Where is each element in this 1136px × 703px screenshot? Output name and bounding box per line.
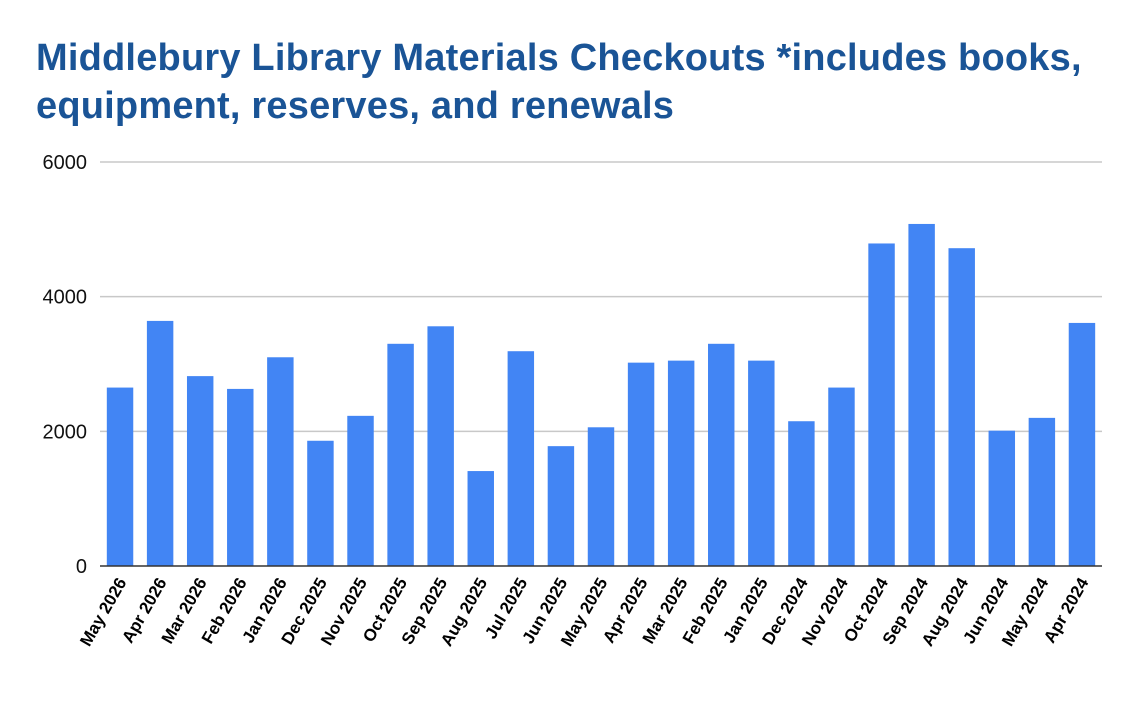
bar <box>1028 417 1056 566</box>
bar <box>507 351 535 566</box>
bar <box>627 362 655 566</box>
bar <box>988 430 1016 566</box>
bar <box>347 415 374 566</box>
chart-title: Middlebury Library Materials Checkouts *… <box>36 37 1082 127</box>
bar <box>186 376 214 566</box>
bar <box>146 320 174 566</box>
bar <box>1068 322 1096 566</box>
bar <box>587 427 615 566</box>
bar <box>708 343 735 566</box>
bar <box>106 387 134 566</box>
bar <box>467 471 494 566</box>
y-tick-label: 4000 <box>43 287 88 309</box>
bar <box>788 421 815 566</box>
bar <box>307 440 334 566</box>
bars <box>106 223 1096 566</box>
bar <box>948 248 975 566</box>
bar <box>868 243 895 566</box>
bar <box>828 387 855 566</box>
y-tick-label: 6000 <box>43 152 88 174</box>
bar <box>748 360 775 566</box>
bar <box>908 223 935 566</box>
bar <box>547 446 575 566</box>
bar <box>267 357 294 566</box>
y-tick-label: 2000 <box>43 421 88 443</box>
bar <box>387 343 414 566</box>
bar <box>427 326 454 566</box>
y-tick-label: 0 <box>76 556 87 578</box>
bar <box>667 360 695 566</box>
y-tick-labels: 0 2000 4000 6000 <box>43 152 88 578</box>
bar <box>227 388 254 566</box>
